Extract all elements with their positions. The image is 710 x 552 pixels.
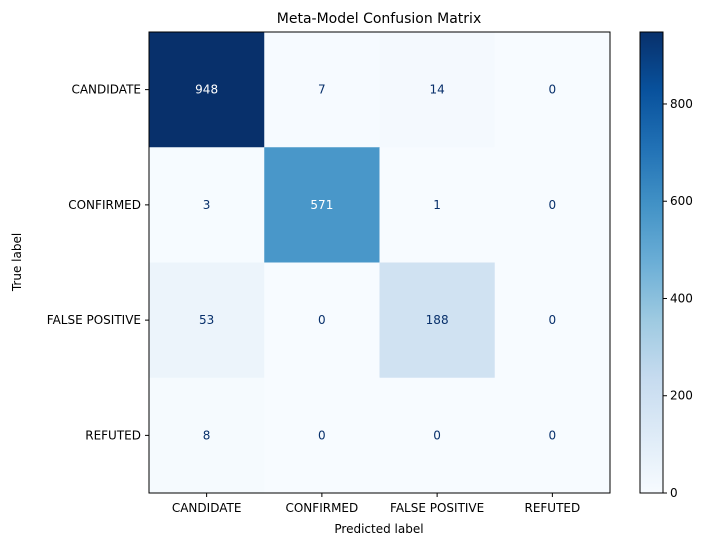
y-tick-label: FALSE POSITIVE xyxy=(47,313,141,327)
colorbar-tick-label: 600 xyxy=(670,194,693,208)
y-axis: CANDIDATE CONFIRMED FALSE POSITIVE REFUTED xyxy=(47,83,149,442)
matrix-cell xyxy=(494,262,611,379)
x-tick-label: REFUTED xyxy=(524,501,580,515)
cell-value-label: 0 xyxy=(549,198,557,212)
chart-title: Meta-Model Confusion Matrix xyxy=(277,11,481,27)
matrix-cell xyxy=(149,262,265,379)
cell-value-label: 14 xyxy=(429,83,444,97)
cell-value-label: 0 xyxy=(318,428,326,442)
matrix-cell xyxy=(379,377,496,494)
cell-value-label: 8 xyxy=(203,428,211,442)
colorbar-tick-label: 400 xyxy=(670,291,693,305)
cell-value-label: 1 xyxy=(433,198,441,212)
cell-value-label: 0 xyxy=(433,428,441,442)
colorbar-tick-label: 200 xyxy=(670,389,693,403)
cell-value-label: 0 xyxy=(318,313,326,327)
matrix-cell xyxy=(264,377,380,494)
cell-value-label: 948 xyxy=(195,83,218,97)
matrix-cell xyxy=(494,32,611,148)
x-tick-label: CONFIRMED xyxy=(285,501,358,515)
colorbar-tick-label: 800 xyxy=(670,97,693,111)
matrix-cell xyxy=(264,32,380,148)
cell-value-label: 0 xyxy=(549,428,557,442)
matrix-cell xyxy=(149,32,265,148)
colorbar-axis: 0 200 400 600 800 xyxy=(663,97,693,500)
y-tick-label: CANDIDATE xyxy=(71,83,141,97)
matrix-cells xyxy=(149,32,611,494)
cell-value-label: 0 xyxy=(549,83,557,97)
cell-value-label: 3 xyxy=(203,198,211,212)
matrix-cell xyxy=(264,147,380,263)
colorbar xyxy=(639,31,664,494)
cell-value-label: 0 xyxy=(549,313,557,327)
matrix-cell xyxy=(494,147,611,263)
matrix-cell xyxy=(379,32,496,148)
matrix-cell xyxy=(149,147,265,263)
matrix-cell xyxy=(264,262,380,379)
plot-frame xyxy=(148,31,611,494)
x-tick-label: FALSE POSITIVE xyxy=(390,501,484,515)
y-tick-label: REFUTED xyxy=(85,428,141,442)
matrix-cell xyxy=(379,147,496,263)
matrix-cell xyxy=(149,377,265,494)
x-axis-label: Predicted label xyxy=(334,522,423,536)
matrix-cell xyxy=(494,377,611,494)
cell-value-label: 188 xyxy=(426,313,449,327)
cell-value-label: 571 xyxy=(310,198,333,212)
matrix-cell-labels: 948 7 14 0 3 571 1 0 53 0 188 0 8 0 0 0 xyxy=(195,83,556,443)
y-tick-label: CONFIRMED xyxy=(68,198,141,212)
matrix-cell xyxy=(379,262,496,379)
x-axis: CANDIDATE CONFIRMED FALSE POSITIVE REFUTED xyxy=(172,493,580,515)
cell-value-label: 7 xyxy=(318,83,326,97)
cell-value-label: 53 xyxy=(199,313,214,327)
y-axis-label: True label xyxy=(10,233,24,292)
x-tick-label: CANDIDATE xyxy=(172,501,242,515)
colorbar-tick-label: 0 xyxy=(670,486,678,500)
